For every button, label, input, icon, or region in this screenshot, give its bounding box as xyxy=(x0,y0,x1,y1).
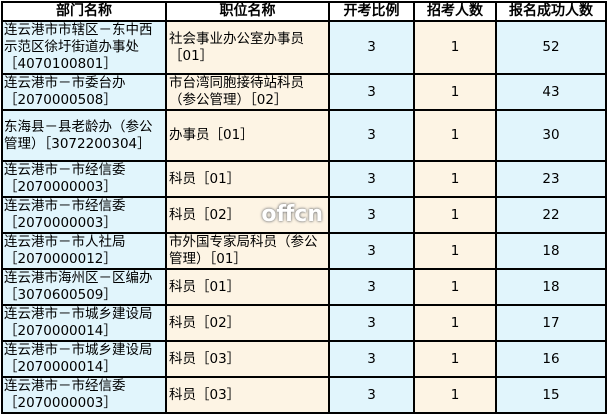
position-cell: 办事员［01］ xyxy=(165,109,330,162)
dept-cell: 连云港市－市人社局［2070000012］ xyxy=(1,232,167,270)
table-row: 连云港市－市城乡建设局［2070000014］ 科员［03］ 3 1 16 xyxy=(1,340,607,378)
recruit-cell: 1 xyxy=(413,109,497,162)
ratio-cell: 3 xyxy=(328,109,415,162)
table-row: 连云港市市辖区－东中西示范区徐圩街道办事处［4070100801］ 社会事业办公室… xyxy=(1,20,607,75)
recruit-cell: 1 xyxy=(413,304,497,342)
applied-cell: 22 xyxy=(495,196,607,234)
dept-cell: 连云港市－市经信委［2070000003］ xyxy=(1,376,167,414)
dept-cell: 连云港市－市城乡建设局［2070000014］ xyxy=(1,304,167,342)
ratio-cell: 3 xyxy=(328,196,415,234)
table-row: 连云港市－市经信委［2070000003］ 科员［03］ 3 1 15 xyxy=(1,376,607,414)
applied-cell: 52 xyxy=(495,20,607,75)
recruit-cell: 1 xyxy=(413,376,497,414)
ratio-cell: 3 xyxy=(328,232,415,270)
table-row: 连云港市－市经信委［2070000003］ 科员［02］ 3 1 22 xyxy=(1,196,607,234)
table-row: 连云港市－市经信委［2070000003］ 科员［01］ 3 1 23 xyxy=(1,160,607,198)
header-dept: 部门名称 xyxy=(1,1,167,22)
header-recruit: 招考人数 xyxy=(413,1,497,22)
dept-cell: 连云港市海州区－区编办［3070600509］ xyxy=(1,268,167,306)
position-cell: 科员［02］ xyxy=(165,196,330,234)
table-row: 东海县－县老龄办（参公管理）［3072200304］ 办事员［01］ 3 1 30 xyxy=(1,109,607,162)
applied-cell: 23 xyxy=(495,160,607,198)
dept-cell: 连云港市－市委台办［2070000508］ xyxy=(1,73,167,111)
recruit-cell: 1 xyxy=(413,196,497,234)
recruit-cell: 1 xyxy=(413,20,497,75)
table-row: 连云港市－市委台办［2070000508］ 市台湾同胞接待站科员（参公管理）［02… xyxy=(1,73,607,111)
position-cell: 市台湾同胞接待站科员（参公管理）［02］ xyxy=(165,73,330,111)
dept-cell: 东海县－县老龄办（参公管理）［3072200304］ xyxy=(1,109,167,162)
header-row: 部门名称 职位名称 开考比例 招考人数 报名成功人数 xyxy=(1,1,607,22)
ratio-cell: 3 xyxy=(328,20,415,75)
recruit-cell: 1 xyxy=(413,232,497,270)
position-cell: 科员［03］ xyxy=(165,340,330,378)
table-row: 连云港市－市人社局［2070000012］ 市外国专家局科员（参公管理）［01］ 3… xyxy=(1,232,607,270)
applied-cell: 16 xyxy=(495,340,607,378)
recruit-cell: 1 xyxy=(413,160,497,198)
applied-cell: 18 xyxy=(495,268,607,306)
position-cell: 科员［03］ xyxy=(165,376,330,414)
recruit-cell: 1 xyxy=(413,268,497,306)
position-cell: 社会事业办公室办事员［01］ xyxy=(165,20,330,75)
ratio-cell: 3 xyxy=(328,268,415,306)
recruit-cell: 1 xyxy=(413,340,497,378)
ratio-cell: 3 xyxy=(328,304,415,342)
ratio-cell: 3 xyxy=(328,160,415,198)
position-cell: 科员［01］ xyxy=(165,160,330,198)
applied-cell: 30 xyxy=(495,109,607,162)
ratio-cell: 3 xyxy=(328,376,415,414)
header-applied: 报名成功人数 xyxy=(495,1,607,22)
table-row: 连云港市－市城乡建设局［2070000014］ 科员［02］ 3 1 17 xyxy=(1,304,607,342)
header-position: 职位名称 xyxy=(165,1,330,22)
ratio-cell: 3 xyxy=(328,73,415,111)
recruit-cell: 1 xyxy=(413,73,497,111)
dept-cell: 连云港市市辖区－东中西示范区徐圩街道办事处［4070100801］ xyxy=(1,20,167,75)
header-ratio: 开考比例 xyxy=(328,1,415,22)
ratio-cell: 3 xyxy=(328,340,415,378)
position-cell: 科员［01］ xyxy=(165,268,330,306)
dept-cell: 连云港市－市城乡建设局［2070000014］ xyxy=(1,340,167,378)
position-cell: 科员［02］ xyxy=(165,304,330,342)
applied-cell: 18 xyxy=(495,232,607,270)
dept-cell: 连云港市－市经信委［2070000003］ xyxy=(1,160,167,198)
position-cell: 市外国专家局科员（参公管理）［01］ xyxy=(165,232,330,270)
applied-cell: 15 xyxy=(495,376,607,414)
applied-cell: 43 xyxy=(495,73,607,111)
dept-cell: 连云港市－市经信委［2070000003］ xyxy=(1,196,167,234)
table-row: 连云港市海州区－区编办［3070600509］ 科员［01］ 3 1 18 xyxy=(1,268,607,306)
applied-cell: 17 xyxy=(495,304,607,342)
